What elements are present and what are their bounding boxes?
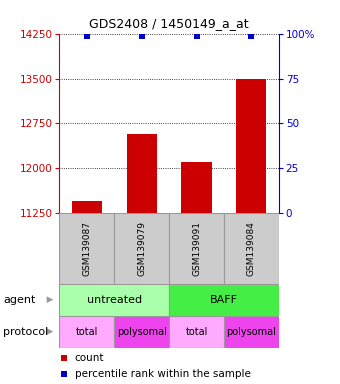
Text: polysomal: polysomal [117,326,167,337]
Bar [182,162,211,213]
Text: protocol: protocol [3,326,49,337]
Point [249,33,254,39]
Bar [169,284,279,316]
Bar [72,201,102,213]
Point [84,33,90,39]
Text: GSM139087: GSM139087 [82,221,91,276]
Bar [224,316,279,348]
Text: GSM139091: GSM139091 [192,221,201,276]
Text: total: total [185,326,208,337]
Point [61,371,67,377]
Point [139,33,144,39]
Bar [114,213,169,284]
Bar [59,213,114,284]
Text: agent: agent [3,295,36,305]
Bar [169,213,224,284]
Text: GSM139079: GSM139079 [137,221,146,276]
Text: percentile rank within the sample: percentile rank within the sample [75,369,251,379]
Point [61,354,67,361]
Bar [236,79,267,213]
Text: untreated: untreated [87,295,142,305]
Point [194,33,199,39]
Bar [114,316,169,348]
Text: count: count [75,353,104,362]
Bar [169,316,224,348]
Bar [59,316,114,348]
Text: GSM139084: GSM139084 [247,221,256,276]
Bar [224,213,279,284]
Text: BAFF: BAFF [210,295,238,305]
Bar [59,284,169,316]
Title: GDS2408 / 1450149_a_at: GDS2408 / 1450149_a_at [89,17,249,30]
Text: polysomal: polysomal [226,326,276,337]
Text: total: total [76,326,98,337]
Bar [127,134,157,213]
